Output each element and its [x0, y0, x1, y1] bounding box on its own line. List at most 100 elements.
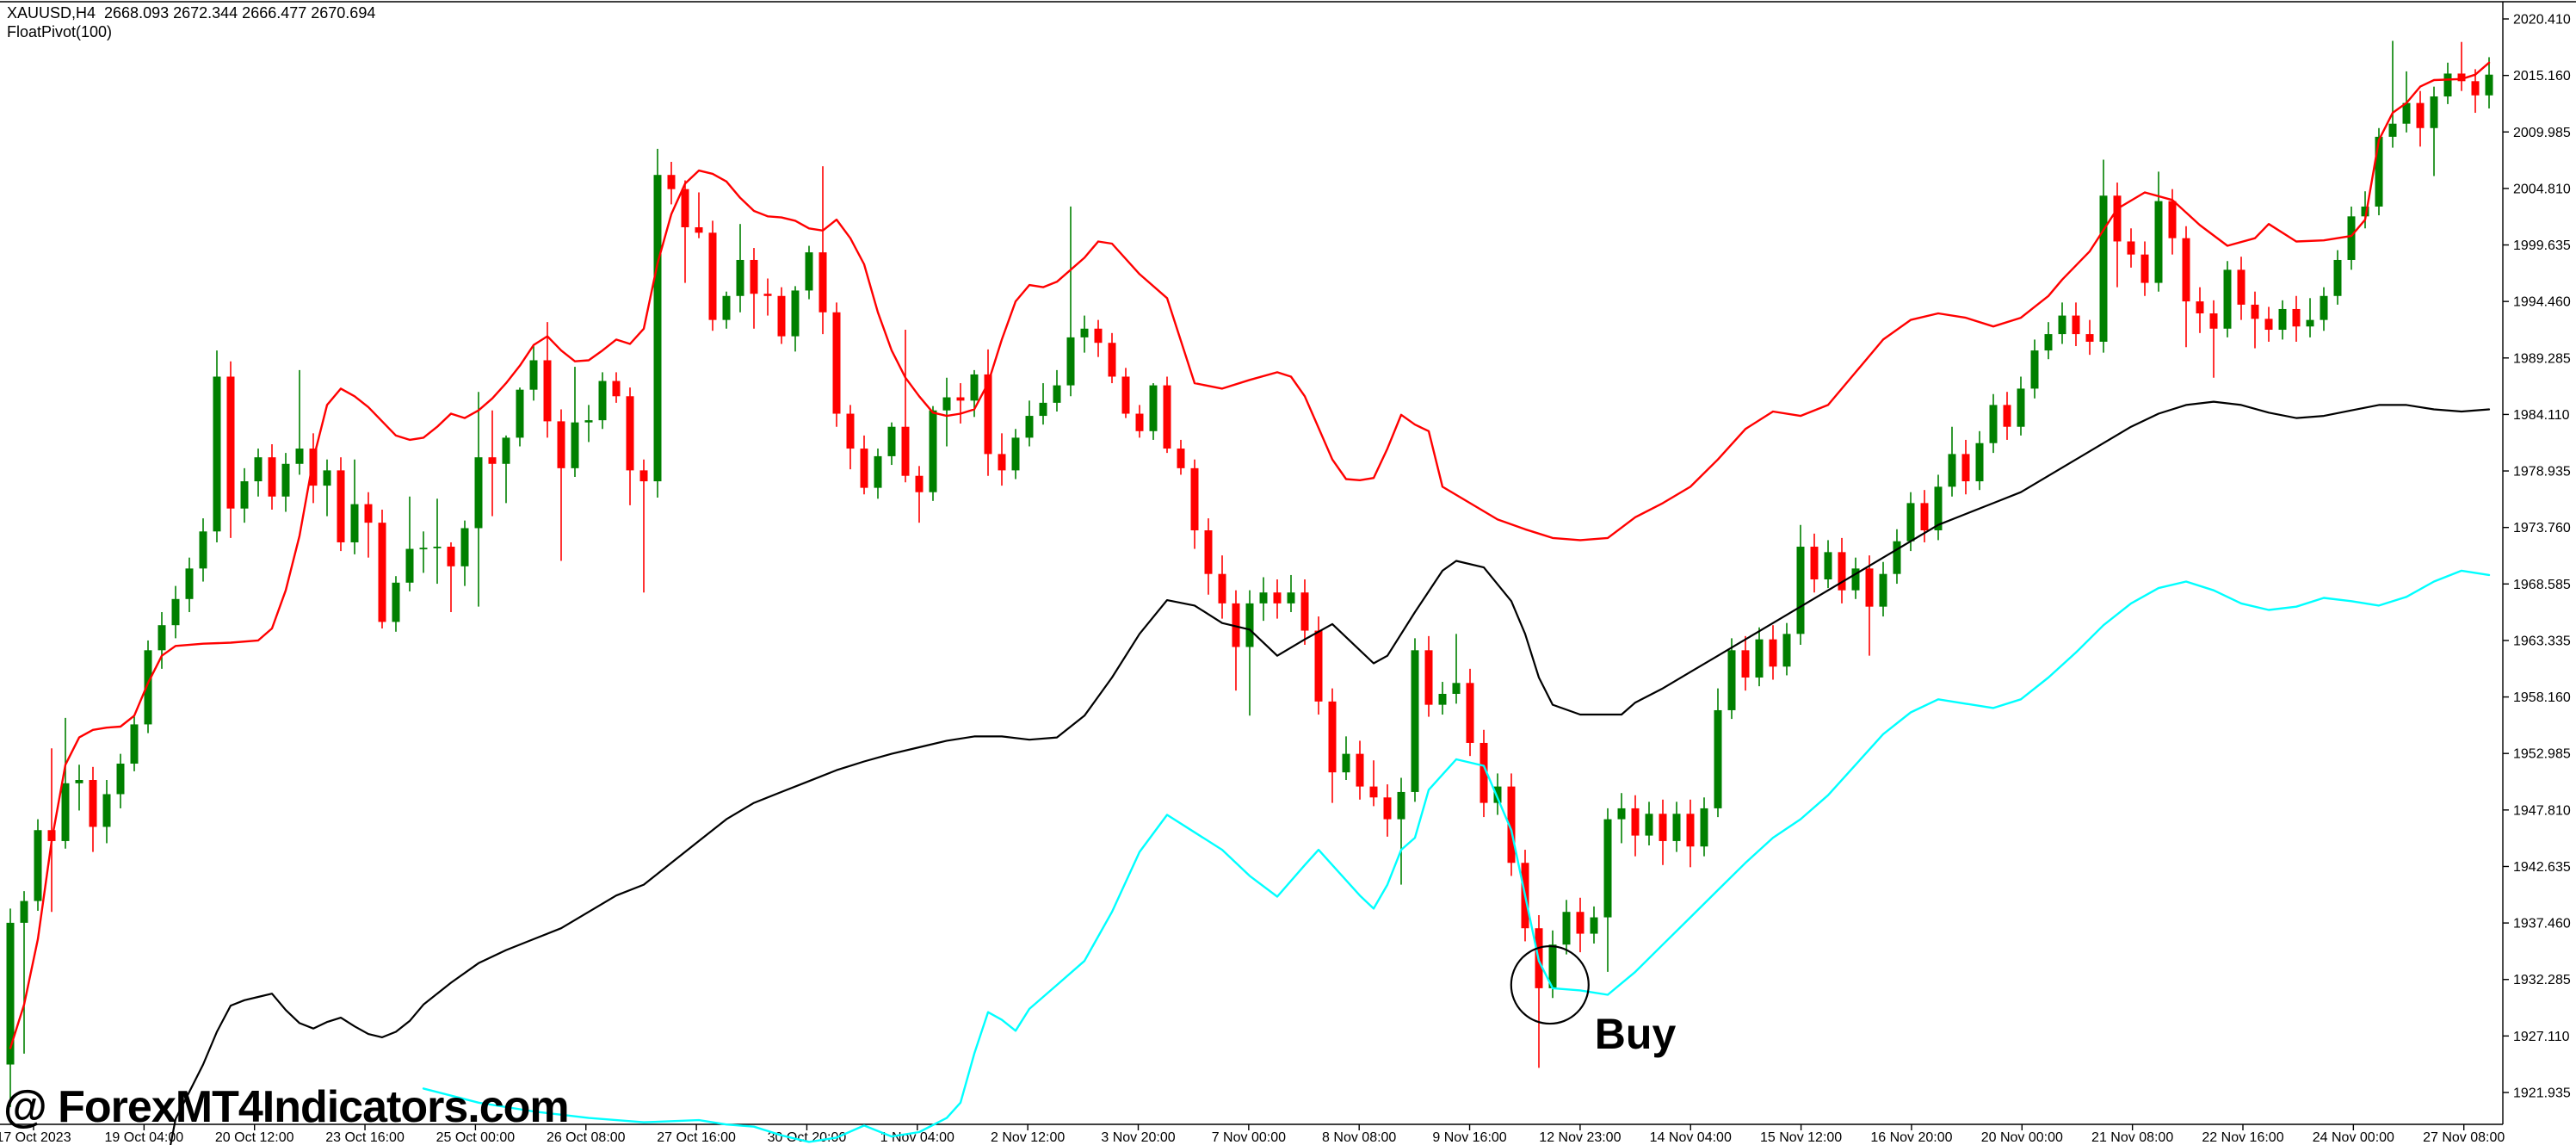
candle [736, 224, 744, 313]
candle [281, 453, 290, 512]
candle [2430, 86, 2438, 176]
candle [2017, 376, 2025, 436]
candle [1025, 400, 1034, 447]
price-axis-label: 1947.810 [2513, 803, 2571, 818]
candle [695, 192, 703, 238]
price-axis-label: 1994.460 [2513, 295, 2571, 310]
candle [722, 291, 731, 329]
candle [1273, 579, 1282, 619]
candle [1232, 590, 1240, 691]
time-axis-label: 20 Nov 00:00 [1981, 1130, 2063, 1145]
watermark: @ ForexMT4Indicators.com [3, 1082, 570, 1132]
candle [571, 367, 579, 477]
lower-band-line [422, 569, 2491, 1143]
candle [1824, 540, 1832, 589]
candle [1893, 529, 1901, 585]
candle [1700, 797, 1708, 857]
candle [240, 467, 249, 523]
candle [350, 459, 359, 554]
candle [777, 287, 786, 344]
candle [1039, 383, 1047, 425]
candle [1480, 729, 1488, 818]
candle [2182, 226, 2190, 348]
candle [763, 278, 772, 316]
candle [929, 405, 937, 501]
candle [1659, 799, 1667, 865]
price-axis-label: 1973.760 [2513, 521, 2571, 535]
candle [1438, 682, 1447, 715]
upper-band-line [9, 61, 2491, 1049]
time-axis-label: 27 Oct 16:00 [657, 1130, 736, 1145]
candle [956, 383, 965, 424]
candle [1961, 439, 1970, 495]
price-axis-label: 1937.460 [2513, 917, 2571, 931]
candle [1452, 634, 1461, 704]
candle [199, 518, 207, 582]
candle [1617, 793, 1626, 844]
price-axis-label: 2009.985 [2513, 126, 2571, 140]
candle [1741, 635, 1750, 691]
candle [89, 766, 97, 852]
candle [433, 498, 442, 585]
candle [1053, 369, 1061, 412]
candle [832, 302, 841, 427]
price-axis-label: 1984.110 [2513, 408, 2570, 423]
candle [1011, 429, 1020, 480]
candle [213, 350, 221, 542]
candle [1562, 900, 1571, 955]
candle [1576, 897, 1585, 953]
candle [653, 148, 662, 498]
candle [681, 180, 689, 283]
candle [447, 542, 455, 612]
candle [1204, 518, 1213, 595]
candle [2471, 69, 2480, 114]
candle [1094, 319, 1103, 357]
candle [268, 443, 276, 510]
time-axis-label: 7 Nov 00:00 [1212, 1130, 1286, 1145]
candle [392, 576, 400, 632]
time-axis-label: 19 Oct 04:00 [105, 1130, 184, 1145]
price-axis-label: 1999.635 [2513, 238, 2571, 253]
candle [1328, 688, 1337, 803]
candle [1066, 206, 1075, 397]
candle [2320, 287, 2328, 331]
candle [1975, 430, 1984, 491]
candle [750, 248, 758, 329]
buy-annotation: Buy [1595, 1010, 1677, 1058]
price-axis-label: 1921.935 [2513, 1086, 2571, 1101]
candle [639, 459, 648, 593]
candle [1507, 773, 1516, 876]
candle [1535, 915, 1543, 1068]
buy-signal-circle [1510, 944, 1590, 1025]
candle [474, 392, 483, 607]
time-axis-label: 25 Oct 00:00 [436, 1130, 516, 1145]
candle [6, 908, 15, 1107]
price-axis-label: 1958.160 [2513, 690, 2571, 705]
candle [34, 819, 42, 911]
price-axis-label: 1932.285 [2513, 973, 2571, 987]
candle [116, 753, 125, 808]
candle [819, 166, 827, 335]
candle [1672, 802, 1681, 852]
candle [61, 717, 70, 849]
candle [998, 433, 1006, 486]
candle [2361, 191, 2369, 229]
candle [2485, 57, 2493, 108]
candle [516, 387, 524, 447]
candle [2388, 40, 2397, 148]
candle [2085, 319, 2094, 356]
candle [1590, 906, 1598, 944]
candle [130, 716, 139, 771]
candle [2237, 257, 2246, 320]
candle [226, 361, 235, 538]
candle [1769, 625, 1777, 680]
candle [1177, 439, 1185, 475]
candle [1424, 635, 1433, 717]
candle [543, 322, 552, 438]
candle [2443, 62, 2452, 104]
price-axis-label: 2020.410 [2513, 13, 2571, 28]
price-axis: 2020.410 2015.160 2009.985 2004.810 1999.635… [2503, 13, 2571, 1101]
